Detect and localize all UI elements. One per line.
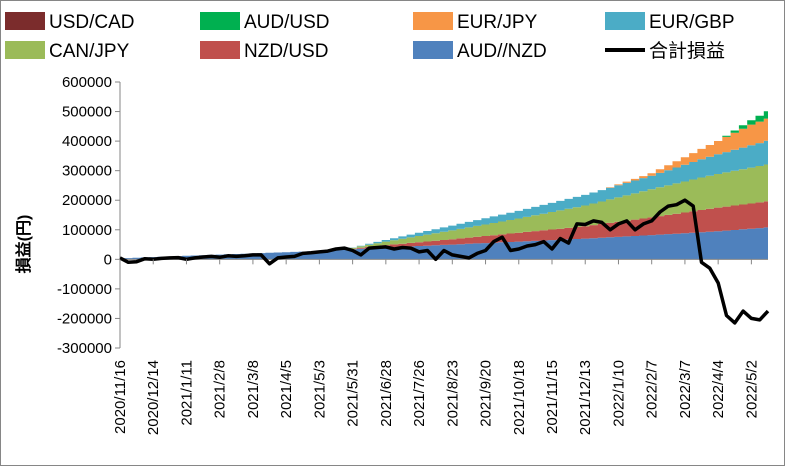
x-tick-label: 2021/7/26 — [411, 360, 428, 427]
x-tick-label: 2022/3/7 — [677, 360, 694, 418]
x-tick-label: 2021/2/8 — [212, 360, 229, 418]
x-tick-label: 2020/11/16 — [112, 360, 129, 434]
legend: USD/CAD AUD/USD EUR/JPY EUR/GBP CAN/JPY NZD/U… — [5, 12, 735, 62]
x-tick-label: 2022/2/7 — [644, 360, 661, 418]
x-tick-label: 2021/8/23 — [444, 360, 461, 427]
area-series-group — [120, 111, 768, 260]
plot-area — [119, 82, 770, 348]
legend-item-eur-jpy: EUR/JPY — [413, 12, 538, 33]
x-tick-label: 2021/5/31 — [345, 360, 362, 427]
y-tick-label: -300000 — [57, 340, 112, 357]
legend-item-aud-nzd: AUD//NZD — [413, 41, 547, 62]
y-tick-label: 300000 — [62, 163, 112, 180]
legend-label: CAN/JPY — [49, 41, 130, 62]
total-pnl-line — [119, 198, 770, 325]
legend-label: AUD//NZD — [457, 41, 547, 62]
x-tick-label: 2021/3/8 — [245, 360, 262, 418]
legend-label: EUR/JPY — [457, 12, 538, 33]
legend-item-can-jpy: CAN/JPY — [5, 41, 130, 62]
legend-item-total: 合計損益 — [605, 40, 725, 62]
y-tick-label: 400000 — [62, 133, 112, 150]
legend-item-nzd-usd: NZD/USD — [200, 41, 328, 62]
y-tick-label: 0 — [104, 251, 112, 268]
x-axis: 2020/11/16 2020/12/14 2021/1/11 2021/2/8 202… — [112, 259, 760, 435]
x-tick-label: 2022/1/10 — [611, 360, 628, 427]
y-tick-label: 600000 — [62, 74, 112, 91]
x-tick-label: 2021/9/20 — [478, 360, 495, 427]
x-tick-label: 2021/1/11 — [179, 360, 196, 426]
y-tick-label: 200000 — [62, 192, 112, 209]
y-tick-label: -200000 — [57, 310, 112, 327]
legend-swatch — [200, 41, 240, 59]
legend-label: AUD/USD — [244, 12, 330, 33]
legend-swatch — [605, 12, 645, 30]
axes — [119, 82, 768, 348]
legend-swatch — [413, 12, 453, 30]
area-series-aud-nzd — [120, 227, 768, 260]
legend-label: 合計損益 — [649, 40, 725, 62]
legend-swatch — [5, 12, 45, 30]
x-tick-label: 2021/6/28 — [378, 360, 395, 427]
legend-item-usd-cad: USD/CAD — [5, 12, 135, 33]
x-tick-label: 2022/5/2 — [743, 360, 760, 418]
area-series-can-jpy — [120, 164, 768, 259]
area-series-nzd-usd — [120, 201, 768, 259]
x-tick-label: 2021/5/3 — [311, 360, 328, 418]
legend-swatch — [413, 41, 453, 59]
legend-swatch — [200, 12, 240, 30]
y-axis-title: 損益(円) — [14, 215, 33, 274]
y-tick-label: 500000 — [62, 104, 112, 121]
y-tick-label: -100000 — [57, 281, 112, 298]
x-tick-label: 2021/10/18 — [511, 360, 528, 435]
x-tick-label: 2022/4/4 — [710, 360, 727, 418]
y-axis: 600000 500000 400000 300000 200000 100000 0 -10… — [57, 74, 120, 357]
x-tick-label: 2021/4/5 — [278, 360, 295, 418]
total-line-group — [119, 198, 770, 325]
legend-label: USD/CAD — [49, 12, 135, 33]
x-tick-label: 2020/12/14 — [145, 360, 162, 435]
legend-item-eur-gbp: EUR/GBP — [605, 12, 735, 33]
y-tick-label: 100000 — [62, 222, 112, 239]
legend-label: EUR/GBP — [649, 12, 735, 33]
legend-label: NZD/USD — [244, 41, 328, 62]
legend-swatch — [5, 41, 45, 59]
x-tick-label: 2021/12/13 — [577, 360, 594, 435]
x-tick-label: 2021/11/15 — [544, 360, 561, 434]
legend-item-aud-usd: AUD/USD — [200, 12, 330, 33]
